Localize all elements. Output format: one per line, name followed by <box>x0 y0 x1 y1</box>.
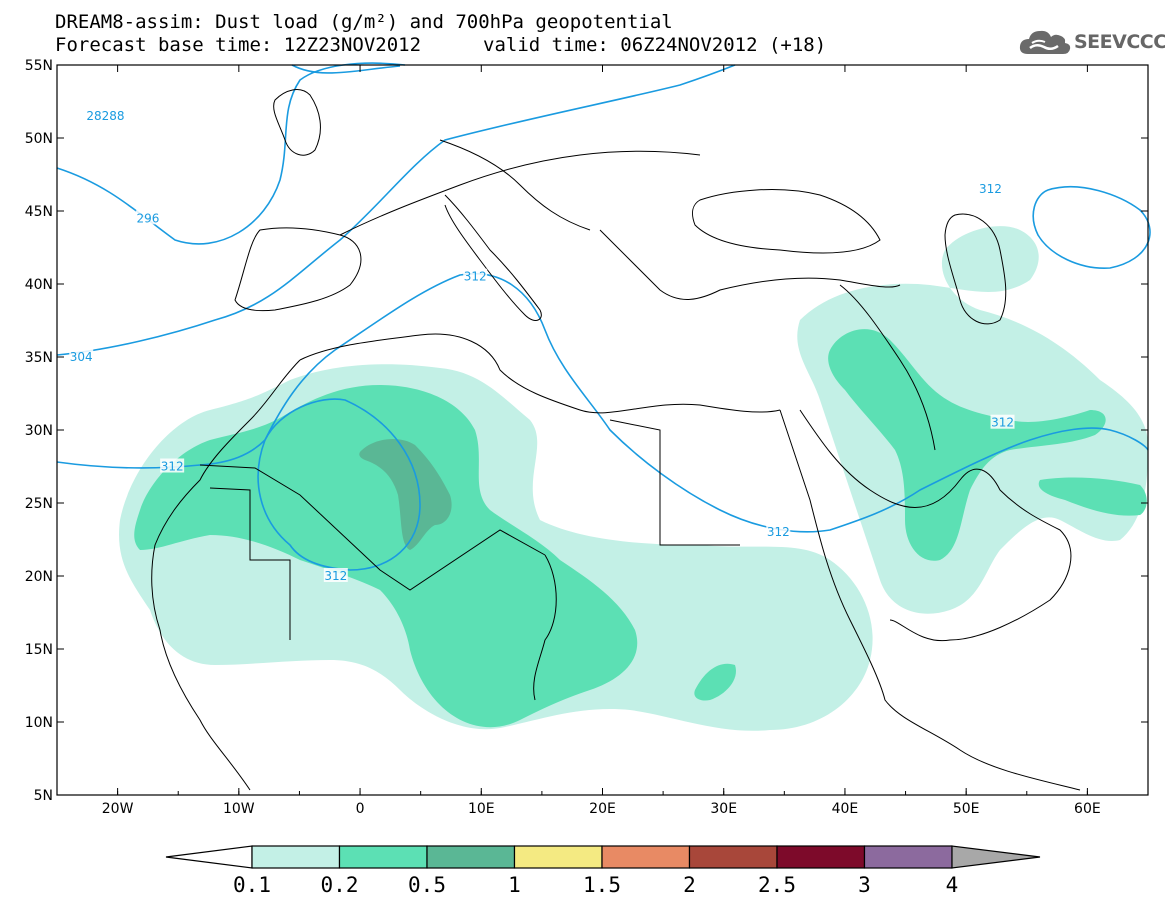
contour-label: 304 <box>70 350 93 364</box>
lon-label: 10W <box>223 801 255 817</box>
contour-label-bg <box>69 349 94 363</box>
border-sahara-1 <box>199 464 546 591</box>
logo-text: SEEVCCC <box>1074 31 1165 53</box>
lon-label: 20E <box>589 801 616 817</box>
contour-label-bg <box>978 181 1003 196</box>
lon-label: 20W <box>102 801 134 817</box>
border-sudan <box>533 554 557 701</box>
coastline-africa-west <box>151 359 301 791</box>
colorbar-box <box>776 845 866 869</box>
lat-label: 10N <box>25 715 53 731</box>
lat-label: 50N <box>25 131 53 147</box>
coastlines-borders <box>151 89 1081 791</box>
coastline-arabia <box>799 409 1072 642</box>
dust-area-dark-algeria <box>359 438 452 550</box>
coastline-greece-turkey <box>599 229 901 300</box>
colorbar-box <box>513 845 603 869</box>
colorbar-box <box>338 845 428 869</box>
lat-label: 25N <box>25 496 53 512</box>
colorbar-labels: 0.1 0.2 0.5 1 1.5 2 2.5 3 4 <box>233 873 958 897</box>
colorbar-label: 0.5 <box>408 873 446 897</box>
contour-label-bg <box>135 210 160 225</box>
border-europe-1 <box>339 150 701 236</box>
contour-line-304 <box>56 64 736 356</box>
contour-label-bg <box>93 108 118 123</box>
coastline-iberia <box>234 227 362 312</box>
colorbar-label: 0.2 <box>321 873 359 897</box>
colorbar-label: 3 <box>858 873 871 897</box>
lon-label: 60E <box>1074 801 1101 817</box>
colorbar-box <box>688 845 778 869</box>
colorbar-low-arrow <box>165 845 253 869</box>
colorbar-label: 4 <box>946 873 959 897</box>
border-libya-egypt <box>609 419 740 546</box>
contour-label-bg <box>463 268 488 283</box>
contour-label: 312 <box>767 525 790 539</box>
dust-area-medium-sudan <box>694 663 736 701</box>
lat-label: 30N <box>25 423 53 439</box>
lat-label: 40N <box>25 277 53 293</box>
lon-label: 40E <box>832 801 859 817</box>
map-subtitle: Forecast base time: 12Z23NOV2012 valid t… <box>55 35 826 95</box>
valid-time: valid time: 06Z24NOV2012 (+18) <box>483 34 827 56</box>
contour-labels: 28288 296 304 312 312 312 312 312 312 <box>69 108 1015 583</box>
longitude-axis: 20W 10W 0 10E 20E 30E 40E 50E 60E <box>56 65 1149 817</box>
dust-area-medium-iran <box>1038 477 1147 516</box>
colorbar-box <box>863 845 953 869</box>
contour-label-bg <box>160 458 185 473</box>
cloud-logo-icon <box>1019 30 1071 54</box>
lon-label: 0 <box>356 801 365 817</box>
colorbar-label: 1.5 <box>583 873 621 897</box>
lon-label: 10E <box>468 801 495 817</box>
border-middle-east <box>839 284 936 451</box>
colorbar-high-arrow <box>951 845 1041 869</box>
contour-label-bg <box>323 568 348 582</box>
contour-label: 312 <box>161 460 184 474</box>
contour-label: 312 <box>464 270 487 284</box>
coastline-italy <box>444 194 542 321</box>
contour-line-312-ring <box>257 398 421 571</box>
contour-label-bg <box>990 414 1015 429</box>
lon-label: 30E <box>710 801 737 817</box>
contour-label-bg <box>766 524 791 539</box>
colorbar-box <box>251 845 341 869</box>
contour-label: 312 <box>324 569 347 583</box>
lat-label: 55N <box>25 58 53 74</box>
map-title: DREAM8-assim: Dust load (g/m²) and 700hP… <box>55 11 673 33</box>
contour-label: 312 <box>991 416 1014 430</box>
lat-label: 35N <box>25 350 53 366</box>
colorbar-label: 2.5 <box>758 873 796 897</box>
colorbar-label: 0.1 <box>233 873 271 897</box>
latitude-axis: 55N 50N 45N 40N 35N 30N 25N 20N 15N 10N 5N <box>25 58 1148 804</box>
lat-label: 20N <box>25 569 53 585</box>
lat-label: 15N <box>25 642 53 658</box>
contour-label: 296 <box>136 211 159 225</box>
contour-line-288 <box>291 64 401 74</box>
contour-label: 312 <box>979 182 1002 196</box>
colorbar-boxes <box>165 845 1041 869</box>
lat-label: 45N <box>25 204 53 220</box>
colorbar-label: 2 <box>683 873 696 897</box>
border-europe-2 <box>439 139 591 231</box>
coastline-britain <box>273 89 321 156</box>
seevccc-logo: SEEVCCC <box>1018 26 1165 58</box>
coastline-caspian <box>944 213 1007 325</box>
forecast-base-time: Forecast base time: 12Z23NOV2012 <box>55 34 422 56</box>
lat-label: 5N <box>34 788 53 804</box>
dust-area-medium-iraq <box>828 329 1106 561</box>
coastline-black-sea <box>692 189 881 254</box>
colorbar-box <box>601 845 691 869</box>
colorbar-box <box>426 845 516 869</box>
coastline-africa-north <box>299 333 781 414</box>
colorbar-label: 1 <box>508 873 521 897</box>
border-sahara-2 <box>209 487 291 640</box>
coastline-red-sea <box>779 409 1081 791</box>
contour-line-312-caspian <box>1032 186 1151 269</box>
contour-label: 28288 <box>86 109 124 123</box>
lon-label: 50E <box>953 801 980 817</box>
